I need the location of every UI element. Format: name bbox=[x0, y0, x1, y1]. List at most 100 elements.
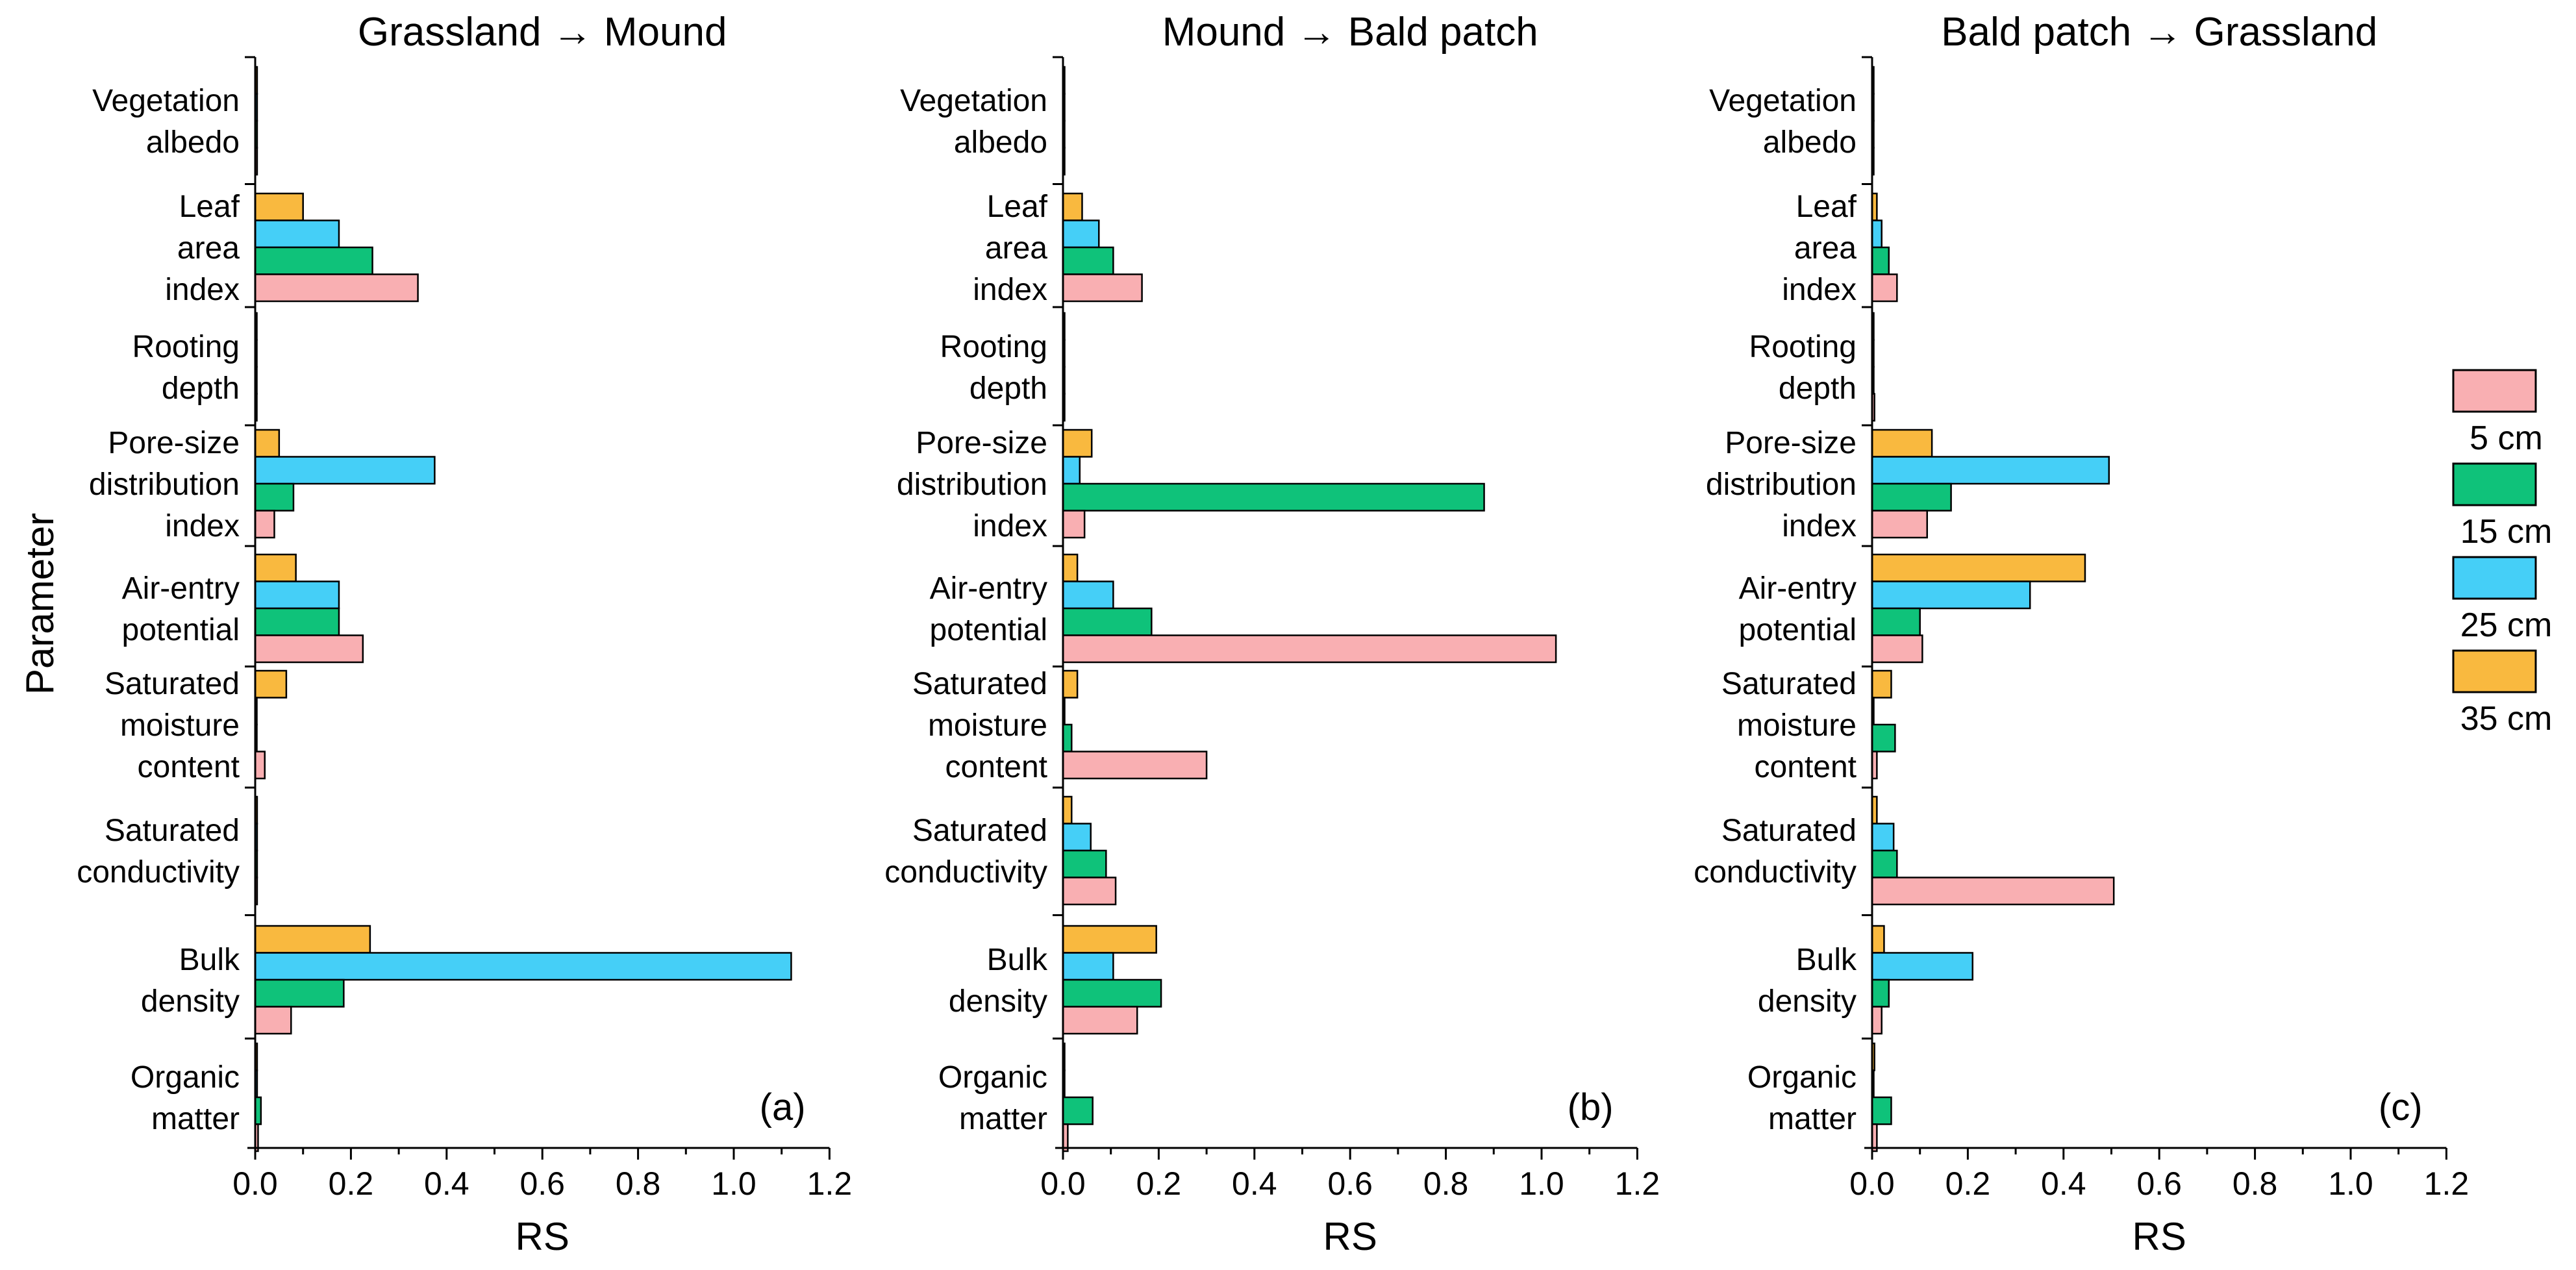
bar bbox=[1871, 925, 1885, 954]
bar bbox=[1062, 429, 1093, 458]
category-label: index bbox=[1782, 509, 1857, 543]
category-label: conductivity bbox=[1694, 855, 1857, 890]
bar bbox=[1062, 877, 1117, 906]
category-label: area bbox=[985, 231, 1047, 266]
bar bbox=[1871, 482, 1952, 512]
panel-label: (c) bbox=[2379, 1086, 2423, 1128]
category-label: Air-entry bbox=[1739, 571, 1857, 606]
panel-title: Mound → Bald patch bbox=[1162, 10, 1538, 55]
bar bbox=[1062, 925, 1157, 954]
x-tick-label: 0.0 bbox=[232, 1165, 278, 1202]
category-label: conductivity bbox=[77, 855, 240, 890]
category-label: Organic bbox=[938, 1060, 1047, 1095]
category-label: distribution bbox=[89, 467, 240, 502]
bar bbox=[1871, 978, 1890, 1008]
bar bbox=[1062, 607, 1153, 636]
category-label: matter bbox=[959, 1102, 1047, 1136]
bar bbox=[254, 952, 792, 981]
bar bbox=[1062, 246, 1114, 275]
legend-swatch bbox=[2452, 649, 2537, 693]
bar bbox=[1871, 429, 1933, 458]
category-label: albedo bbox=[146, 125, 240, 160]
category-label: index bbox=[165, 273, 240, 307]
category-label: Saturated bbox=[912, 814, 1047, 848]
bar bbox=[1871, 607, 1921, 636]
category-label: index bbox=[1782, 273, 1857, 307]
x-tick-label: 0.6 bbox=[2136, 1165, 2182, 1202]
bar bbox=[1871, 823, 1895, 852]
bar bbox=[1871, 634, 1923, 664]
category-label: index bbox=[165, 509, 240, 543]
category-label: distribution bbox=[897, 467, 1047, 502]
category-label: distribution bbox=[1706, 467, 1857, 502]
bar bbox=[254, 510, 275, 539]
category-label: Pore-size bbox=[916, 426, 1047, 460]
legend-label: 5 cm bbox=[2470, 419, 2543, 457]
category-label: Organic bbox=[131, 1060, 240, 1095]
bar bbox=[254, 429, 281, 458]
category-label: moisture bbox=[120, 708, 240, 743]
category-label: depth bbox=[1779, 371, 1857, 406]
bar bbox=[254, 192, 304, 221]
bar bbox=[254, 634, 364, 664]
bar bbox=[1871, 510, 1929, 539]
category-label: area bbox=[177, 231, 240, 266]
category-label: Leaf bbox=[179, 190, 240, 224]
category-label: density bbox=[949, 984, 1047, 1019]
bar bbox=[254, 456, 436, 485]
category-label: Vegetation bbox=[1709, 84, 1857, 118]
legend-swatch bbox=[2452, 462, 2537, 506]
y-axis-label: Parameter bbox=[18, 513, 62, 695]
category-label: Vegetation bbox=[92, 84, 240, 118]
x-tick-label: 0.6 bbox=[519, 1165, 565, 1202]
category-label: Saturated bbox=[105, 667, 240, 701]
bar bbox=[1062, 553, 1079, 582]
bar bbox=[254, 925, 371, 954]
bar bbox=[1871, 219, 1882, 249]
legend-label: 25 cm bbox=[2460, 606, 2553, 644]
x-tick-label: 0.4 bbox=[1232, 1165, 1277, 1202]
category-label: Rooting bbox=[1749, 330, 1857, 364]
bar bbox=[1871, 273, 1898, 303]
bar bbox=[1871, 723, 1896, 753]
x-tick-label: 0.2 bbox=[1945, 1165, 1991, 1202]
category-label: Saturated bbox=[1721, 667, 1857, 701]
bar bbox=[254, 580, 340, 610]
category-label: potential bbox=[930, 613, 1047, 647]
category-label: Air-entry bbox=[930, 571, 1047, 606]
category-label: Rooting bbox=[132, 330, 240, 364]
bar bbox=[254, 751, 266, 780]
x-axis-label: RS bbox=[516, 1215, 569, 1258]
panel-1: Grassland → Mound Vegetation albedo Leaf are… bbox=[77, 10, 852, 1258]
category-label: depth bbox=[969, 371, 1047, 406]
category-label: index bbox=[973, 509, 1047, 543]
bar bbox=[1062, 795, 1073, 825]
x-tick-label: 0.2 bbox=[329, 1165, 374, 1202]
bar bbox=[254, 482, 295, 512]
bar bbox=[1871, 580, 2031, 610]
bar bbox=[1871, 849, 1898, 878]
x-tick-label: 0.0 bbox=[1040, 1165, 1086, 1202]
bar bbox=[1871, 456, 2110, 485]
bar bbox=[254, 553, 297, 582]
bar bbox=[1062, 952, 1114, 981]
x-tick-label: 0.8 bbox=[2232, 1165, 2278, 1202]
x-tick-label: 1.0 bbox=[711, 1165, 757, 1202]
bar bbox=[1871, 669, 1892, 699]
legend: 5 cm 15 cm 25 cm 35 cm bbox=[2452, 369, 2553, 738]
panel-title: Grassland → Mound bbox=[358, 10, 727, 55]
category-label: potential bbox=[1739, 613, 1857, 647]
legend-label: 35 cm bbox=[2460, 700, 2553, 738]
category-label: Bulk bbox=[1796, 943, 1857, 977]
category-label: Saturated bbox=[912, 667, 1047, 701]
panel-title: Bald patch → Grassland bbox=[1941, 10, 2377, 55]
x-axis-label: RS bbox=[2132, 1215, 2186, 1258]
bar bbox=[254, 246, 373, 275]
panel-2: Mound → Bald patch Vegetation albedo Leaf ar… bbox=[884, 10, 1660, 1258]
category-label: Pore-size bbox=[108, 426, 240, 460]
category-label: Bulk bbox=[179, 943, 240, 977]
bar bbox=[1062, 723, 1073, 753]
bar bbox=[1062, 510, 1086, 539]
category-label: matter bbox=[1768, 1102, 1857, 1136]
